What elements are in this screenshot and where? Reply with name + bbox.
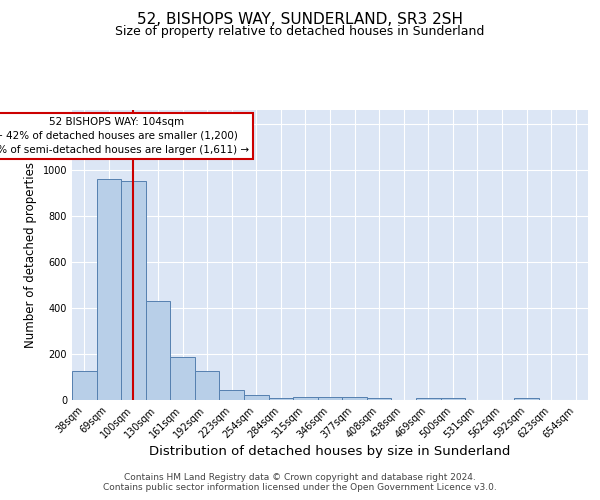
Bar (220, 390, 244, 400)
Bar (97, 179, 121, 400)
Bar (440, 398, 465, 400)
Bar (269, 398, 293, 400)
Bar (170, 358, 195, 400)
Bar (244, 395, 269, 400)
Bar (367, 398, 391, 400)
Bar (342, 397, 367, 400)
Text: 52, BISHOPS WAY, SUNDERLAND, SR3 2SH: 52, BISHOPS WAY, SUNDERLAND, SR3 2SH (137, 12, 463, 28)
Bar (514, 398, 539, 400)
Text: Size of property relative to detached houses in Sunderland: Size of property relative to detached ho… (115, 25, 485, 38)
Bar (146, 301, 170, 400)
X-axis label: Distribution of detached houses by size in Sunderland: Distribution of detached houses by size … (149, 446, 511, 458)
Bar (121, 182, 146, 400)
Y-axis label: Number of detached properties: Number of detached properties (24, 162, 37, 348)
Bar (293, 396, 318, 400)
Bar (195, 371, 220, 400)
Text: 52 BISHOPS WAY: 104sqm
← 42% of detached houses are smaller (1,200)
57% of semi-: 52 BISHOPS WAY: 104sqm ← 42% of detached… (0, 117, 249, 155)
Bar (416, 398, 440, 400)
Bar (72, 371, 97, 400)
Text: Contains HM Land Registry data © Crown copyright and database right 2024.
Contai: Contains HM Land Registry data © Crown c… (103, 473, 497, 492)
Bar (318, 396, 342, 400)
